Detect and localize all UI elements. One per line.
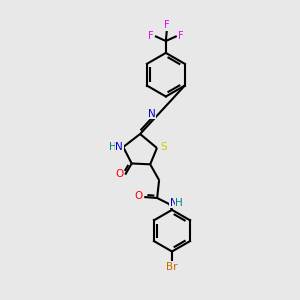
Text: N: N: [169, 198, 177, 208]
Text: S: S: [160, 142, 166, 152]
Text: F: F: [178, 31, 184, 41]
Text: N: N: [116, 142, 123, 152]
Text: H: H: [175, 198, 183, 208]
Text: F: F: [164, 20, 170, 30]
Text: O: O: [135, 191, 143, 201]
Text: H: H: [109, 142, 117, 152]
Text: Br: Br: [166, 262, 178, 272]
Text: N: N: [148, 109, 156, 118]
Text: O: O: [116, 169, 124, 179]
Text: F: F: [148, 31, 153, 41]
